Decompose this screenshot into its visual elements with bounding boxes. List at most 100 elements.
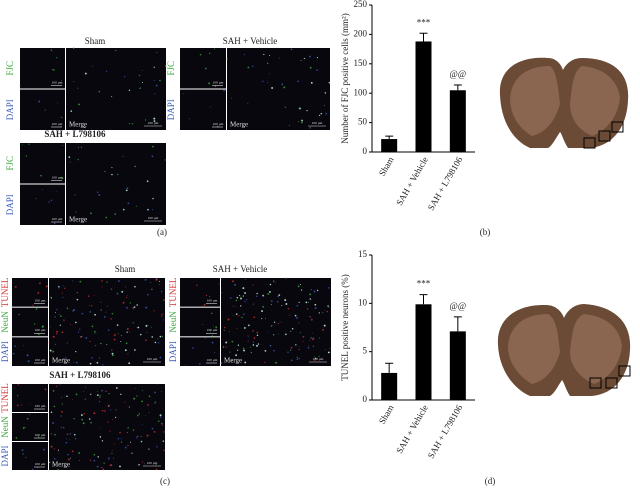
cell-speck (111, 452, 113, 454)
cell-speck (145, 306, 148, 309)
cell-speck (151, 155, 154, 158)
group-title: SAH + L798106 (49, 370, 111, 380)
cell-speck (235, 299, 238, 302)
stain-label: TUNEL (168, 278, 178, 308)
cell-speck (205, 294, 208, 297)
cell-speck (163, 449, 165, 452)
cell-speck (298, 346, 300, 348)
cell-speck (199, 362, 201, 365)
cell-speck (61, 331, 64, 334)
cell-speck (111, 312, 114, 315)
cell-speck (99, 436, 102, 438)
cell-speck (50, 411, 53, 414)
significance-mark: *** (417, 279, 431, 289)
significance-mark: @@ (450, 69, 467, 79)
brain-section-b (499, 57, 629, 149)
cell-speck (160, 290, 163, 293)
cell-speck (141, 81, 144, 83)
micro-image (20, 89, 65, 130)
micro-image (12, 337, 48, 366)
cell-speck (145, 324, 148, 327)
cell-speck (75, 393, 78, 396)
cell-speck (307, 301, 310, 304)
cell-speck (71, 280, 73, 282)
cell-speck (153, 66, 155, 68)
cell-speck (61, 396, 63, 398)
cell-speck (269, 73, 270, 75)
cell-speck (122, 155, 124, 157)
cell-speck (93, 412, 96, 415)
cell-speck (154, 341, 157, 344)
cell-speck (163, 299, 165, 302)
cell-speck (290, 359, 293, 362)
cell-speck (157, 342, 160, 344)
cell-speck (50, 49, 53, 51)
cell-speck (98, 400, 101, 403)
cell-speck (127, 427, 129, 429)
cell-speck (134, 285, 136, 288)
cell-speck (297, 80, 300, 83)
group-title: SAH + Vehicle (223, 36, 277, 46)
cell-speck (311, 332, 313, 334)
cell-speck (235, 306, 237, 307)
cell-speck (111, 173, 113, 176)
cell-speck (153, 80, 155, 82)
cell-speck (100, 301, 102, 303)
cell-speck (324, 104, 326, 106)
scale-label: 100 μm (148, 121, 159, 125)
cell-speck (267, 293, 270, 295)
cell-speck (115, 387, 118, 389)
cell-speck (313, 356, 315, 358)
cell-speck (135, 205, 137, 207)
cell-speck (297, 285, 300, 288)
cell-speck (232, 305, 234, 307)
cell-speck (132, 307, 135, 309)
cell-speck (12, 352, 15, 355)
cell-speck (308, 345, 310, 347)
cell-speck (203, 303, 206, 306)
cell-speck (83, 412, 86, 415)
cell-speck (28, 143, 30, 145)
cell-speck (38, 100, 41, 103)
cell-speck (309, 293, 312, 296)
cell-speck (66, 342, 68, 344)
cell-speck (212, 125, 214, 127)
cell-speck (69, 433, 72, 435)
cell-speck (136, 326, 138, 328)
micro-image (180, 48, 226, 89)
cell-speck (303, 57, 305, 60)
scale-label: 100 μm (313, 357, 324, 361)
cell-speck (126, 431, 129, 434)
cell-speck (188, 118, 190, 120)
cell-speck (115, 409, 117, 411)
cell-speck (56, 330, 58, 333)
cell-speck (256, 331, 259, 334)
cell-speck (300, 289, 303, 291)
cell-speck (134, 165, 136, 168)
scale-label: 100 μm (207, 298, 218, 302)
cell-speck (52, 124, 54, 126)
cell-speck (272, 280, 275, 282)
cell-speck (124, 76, 126, 78)
cell-speck (109, 430, 111, 432)
y-tick-label: 0 (363, 394, 368, 404)
cell-speck (314, 303, 317, 306)
panel-label: (b) (480, 227, 491, 237)
cell-speck (94, 313, 96, 316)
cell-speck (226, 58, 228, 60)
cell-speck (225, 341, 228, 344)
cell-speck (61, 177, 64, 180)
cell-speck (84, 126, 86, 129)
cell-speck (280, 321, 282, 323)
cell-speck (64, 287, 66, 289)
cell-speck (129, 302, 131, 304)
x-tick-label: SAH + Vehicle (394, 155, 430, 207)
cell-speck (247, 102, 249, 104)
cell-speck (284, 106, 287, 108)
cell-speck (273, 321, 276, 323)
brain-cortex (510, 66, 620, 136)
cell-speck (56, 333, 58, 335)
micro-image (20, 48, 65, 89)
cell-speck (37, 291, 40, 294)
cell-speck (58, 285, 60, 288)
